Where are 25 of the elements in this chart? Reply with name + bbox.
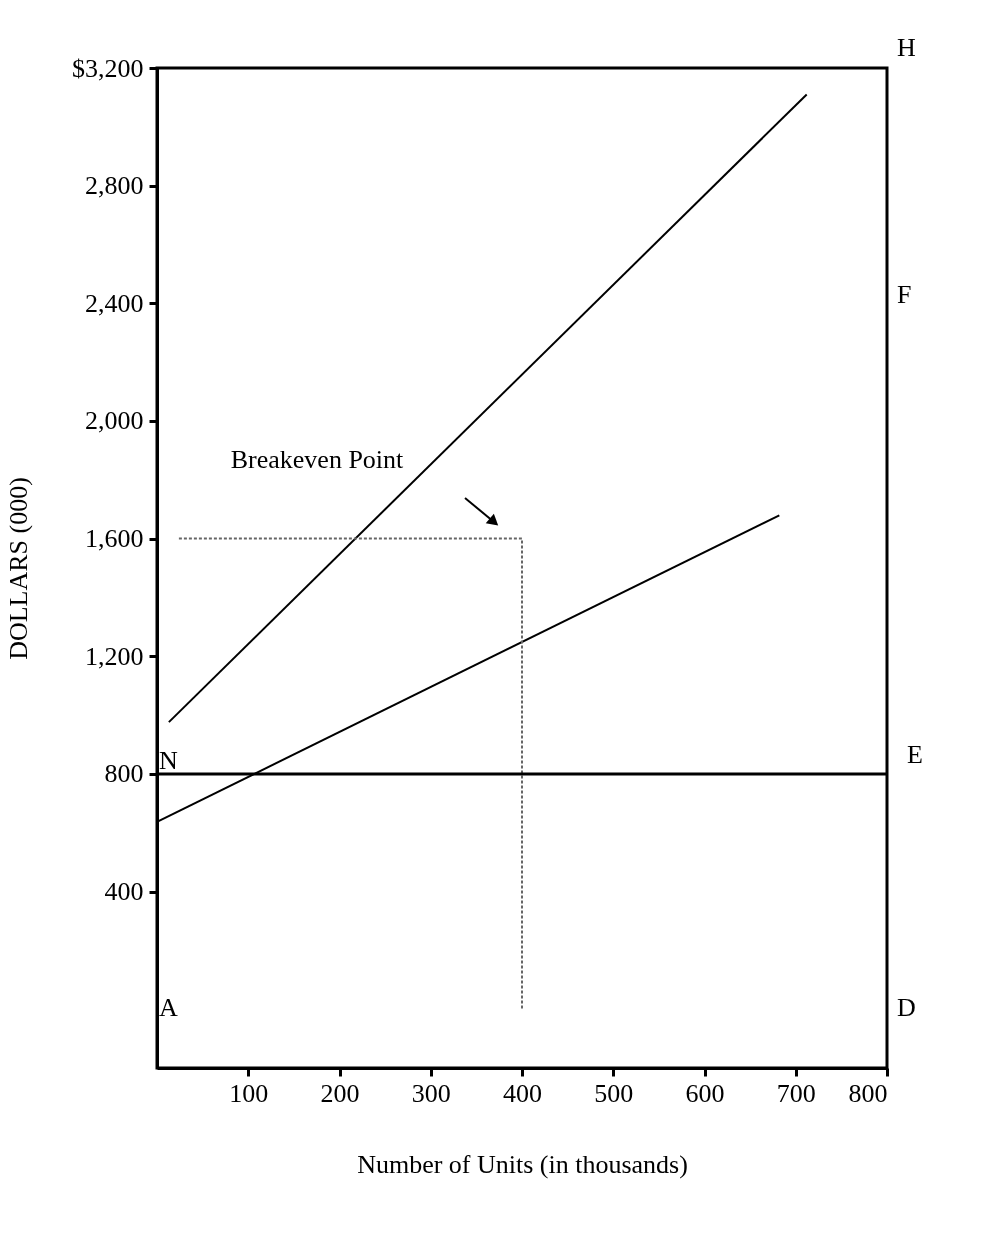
ref-line-label: E <box>907 739 923 769</box>
x-tick-label: 600 <box>685 1078 725 1108</box>
y-tick-label: 400 <box>104 877 144 907</box>
y-tick-label: 2,400 <box>85 288 144 318</box>
x-tick-label: 200 <box>320 1078 360 1108</box>
annotation: A <box>159 993 178 1022</box>
annotation: N <box>159 746 178 775</box>
text: F <box>897 280 912 309</box>
x-axis-title: Number of Units (in thousands) <box>357 1149 688 1179</box>
y-tick-label: 1,200 <box>85 641 144 671</box>
annotation: Breakeven Point <box>230 445 405 474</box>
y-tick-label: 2,800 <box>85 171 144 201</box>
y-tick-label: 800 <box>104 759 144 789</box>
x-tick-label: 500 <box>594 1078 634 1108</box>
y-tick-label: 2,000 <box>85 406 144 436</box>
y-tick-label: $3,200 <box>72 53 144 83</box>
x-tick-label: 700 <box>776 1078 816 1108</box>
x-tick-label: 800 <box>848 1078 888 1108</box>
text: H <box>897 33 916 62</box>
x-tick-label: 300 <box>411 1078 451 1108</box>
x-tick-label: 100 <box>229 1078 269 1108</box>
y-tick-label: 1,600 <box>85 524 144 554</box>
y-axis-title: DOLLARS (000) <box>4 477 33 660</box>
x-tick-label: 400 <box>503 1078 542 1108</box>
text: D <box>897 993 916 1022</box>
